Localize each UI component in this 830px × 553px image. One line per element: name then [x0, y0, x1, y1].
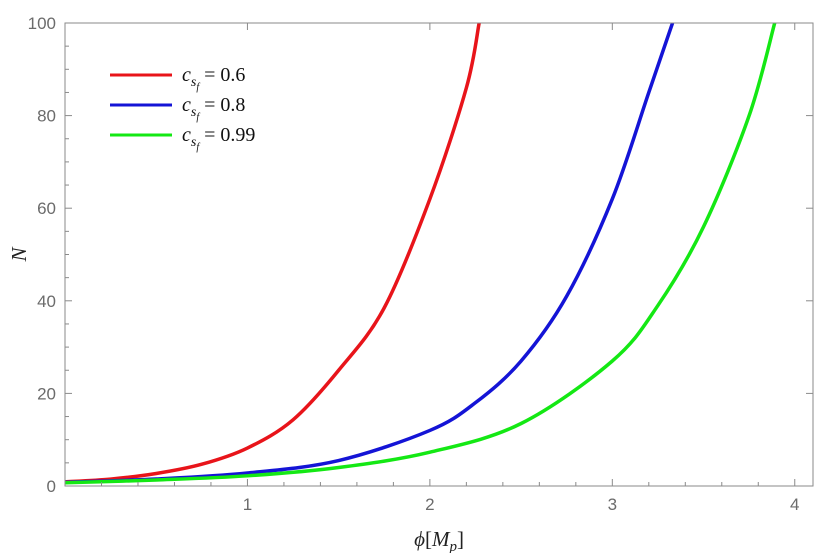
- x-axis-label: ϕ[Mp]: [414, 527, 464, 553]
- y-axis-label: N: [7, 247, 31, 263]
- x-tick-label: 1: [243, 495, 252, 514]
- legend-label-0: csf = 0.6: [182, 64, 245, 93]
- y-tick-label: 60: [37, 199, 56, 218]
- y-tick-label: 100: [28, 14, 56, 33]
- y-tick-label: 40: [37, 292, 56, 311]
- legend-label-1: csf = 0.8: [182, 94, 245, 123]
- y-tick-label: 0: [47, 477, 56, 496]
- series-line-0: [65, 23, 481, 484]
- series-line-1: [65, 23, 675, 485]
- y-tick-label: 20: [37, 384, 56, 403]
- axis-titles: ϕ[Mp] N: [7, 247, 464, 553]
- y-tick-label: 80: [37, 107, 56, 126]
- x-tick-label: 4: [790, 495, 799, 514]
- legend-label-2: csf = 0.99: [182, 124, 255, 153]
- x-tick-label: 2: [425, 495, 434, 514]
- series-line-2: [65, 23, 777, 485]
- plot-marks: [65, 23, 777, 485]
- plot-frame: [64, 22, 814, 487]
- x-tick-label: 3: [608, 495, 617, 514]
